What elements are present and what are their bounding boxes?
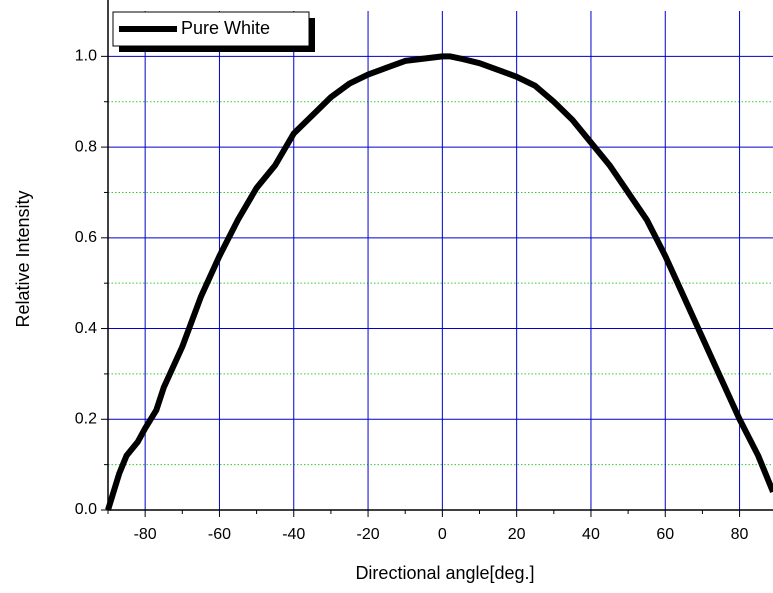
data-line xyxy=(105,53,773,511)
x-tick-label: -20 xyxy=(356,526,379,543)
y-tick-label: 0.0 xyxy=(75,501,97,518)
y-tick-label: 0.8 xyxy=(75,138,97,155)
x-tick-label: -40 xyxy=(282,526,305,543)
y-axis-title: Relative Intensity xyxy=(13,190,33,327)
x-tick-label: -80 xyxy=(134,526,157,543)
legend-label: Pure White xyxy=(181,18,270,38)
x-tick-label: 20 xyxy=(508,526,526,543)
x-tick-label: 80 xyxy=(731,526,749,543)
y-tick-label: 0.4 xyxy=(75,320,97,337)
legend: Pure White xyxy=(112,11,315,52)
x-tick-label: 60 xyxy=(656,526,674,543)
x-tick-label: 0 xyxy=(438,526,447,543)
y-tick-label: 0.6 xyxy=(75,229,97,246)
x-tick-label: 40 xyxy=(582,526,600,543)
x-axis-title: Directional angle[deg.] xyxy=(355,563,534,583)
x-tick-label: -60 xyxy=(208,526,231,543)
y-tick-label: 1.0 xyxy=(75,48,97,65)
y-tick-label: 0.2 xyxy=(75,410,97,427)
